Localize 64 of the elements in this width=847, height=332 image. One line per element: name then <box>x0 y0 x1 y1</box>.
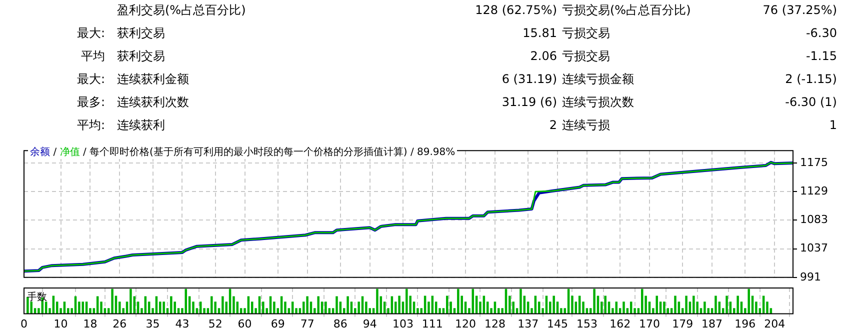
text: 净值 <box>60 147 80 158</box>
x-tick-label: 10 <box>54 317 68 330</box>
x-tick-label: 162 <box>610 317 631 330</box>
x-tick-label: 170 <box>639 317 660 330</box>
text: 余额 <box>30 147 50 158</box>
text: 亏损交易 <box>562 48 610 64</box>
text: -6.30 (1) <box>785 94 837 110</box>
text: 2.06 <box>530 48 557 64</box>
x-tick-label: 94 <box>362 317 377 330</box>
text: 76 (37.25%) <box>762 2 837 18</box>
x-tick-label: 137 <box>518 317 539 330</box>
x-tick-label: 103 <box>392 317 414 330</box>
annotation: / <box>53 147 57 158</box>
text: 2 <box>549 117 557 133</box>
y-tick-label: 1129 <box>800 184 828 198</box>
x-tick-label: 35 <box>146 317 160 330</box>
text: 平均 <box>81 48 105 64</box>
text: -6.30 <box>806 25 837 41</box>
text: -1.15 <box>806 48 837 64</box>
text: 亏损交易(%占总百分比) <box>562 2 691 18</box>
x-tick-label: 77 <box>300 317 314 330</box>
text: 15.81 <box>522 25 557 41</box>
text: 获利交易 <box>117 25 165 41</box>
x-tick-label: 52 <box>208 317 222 330</box>
text: 6 (31.19) <box>502 71 557 87</box>
text: 最大: <box>76 25 105 41</box>
x-tick-label: 187 <box>702 317 723 330</box>
text: 最多: <box>76 94 105 110</box>
y-tick-label: 1083 <box>800 213 828 226</box>
x-tick-label: 26 <box>112 317 127 330</box>
y-axis-title: 手数 <box>27 290 47 304</box>
text: 2 (-1.15) <box>785 71 837 87</box>
x-tick-label: 128 <box>484 317 506 330</box>
x-tick-label: 145 <box>547 317 568 330</box>
text: 连续亏损 <box>562 117 610 133</box>
x-tick-label: 43 <box>175 317 190 330</box>
text: 盈利交易(%占总百分比) <box>117 2 246 18</box>
x-tick-label: 69 <box>270 317 285 330</box>
y-tick-label: 1037 <box>800 242 828 255</box>
text: 连续获利次数 <box>117 94 189 110</box>
x-tick-label: 60 <box>238 317 252 330</box>
x-tick-label: 18 <box>83 317 98 330</box>
text: 128 (62.75%) <box>475 2 557 18</box>
text: 31.19 (6) <box>502 94 557 110</box>
x-tick-label: 153 <box>576 317 598 330</box>
x-tick-label: 179 <box>672 317 694 330</box>
text: 平均: <box>76 117 105 133</box>
text: 连续亏损次数 <box>562 94 634 110</box>
text: 连续获利金额 <box>117 71 189 87</box>
x-tick-label: 86 <box>333 317 348 330</box>
text: 1 <box>829 117 837 133</box>
x-tick-label: 204 <box>764 317 786 330</box>
text: 亏损交易 <box>562 25 610 41</box>
y-tick-label: 991 <box>800 270 821 284</box>
x-tick-label: 120 <box>455 317 476 330</box>
y-tick-label: 1175 <box>800 156 828 169</box>
x-tick-label: 0 <box>20 317 28 330</box>
text: 连续获利 <box>117 117 165 133</box>
text: 获利交易 <box>117 48 165 64</box>
annotation: / 每个即时价格(基于所有可利用的最小时段的每一个价格的分形插值计算) / 89.98% <box>82 147 456 158</box>
x-tick-label: 196 <box>734 317 756 330</box>
x-tick-label: 111 <box>422 317 443 330</box>
text: 连续亏损金额 <box>562 71 634 87</box>
text: 最大: <box>76 71 105 87</box>
